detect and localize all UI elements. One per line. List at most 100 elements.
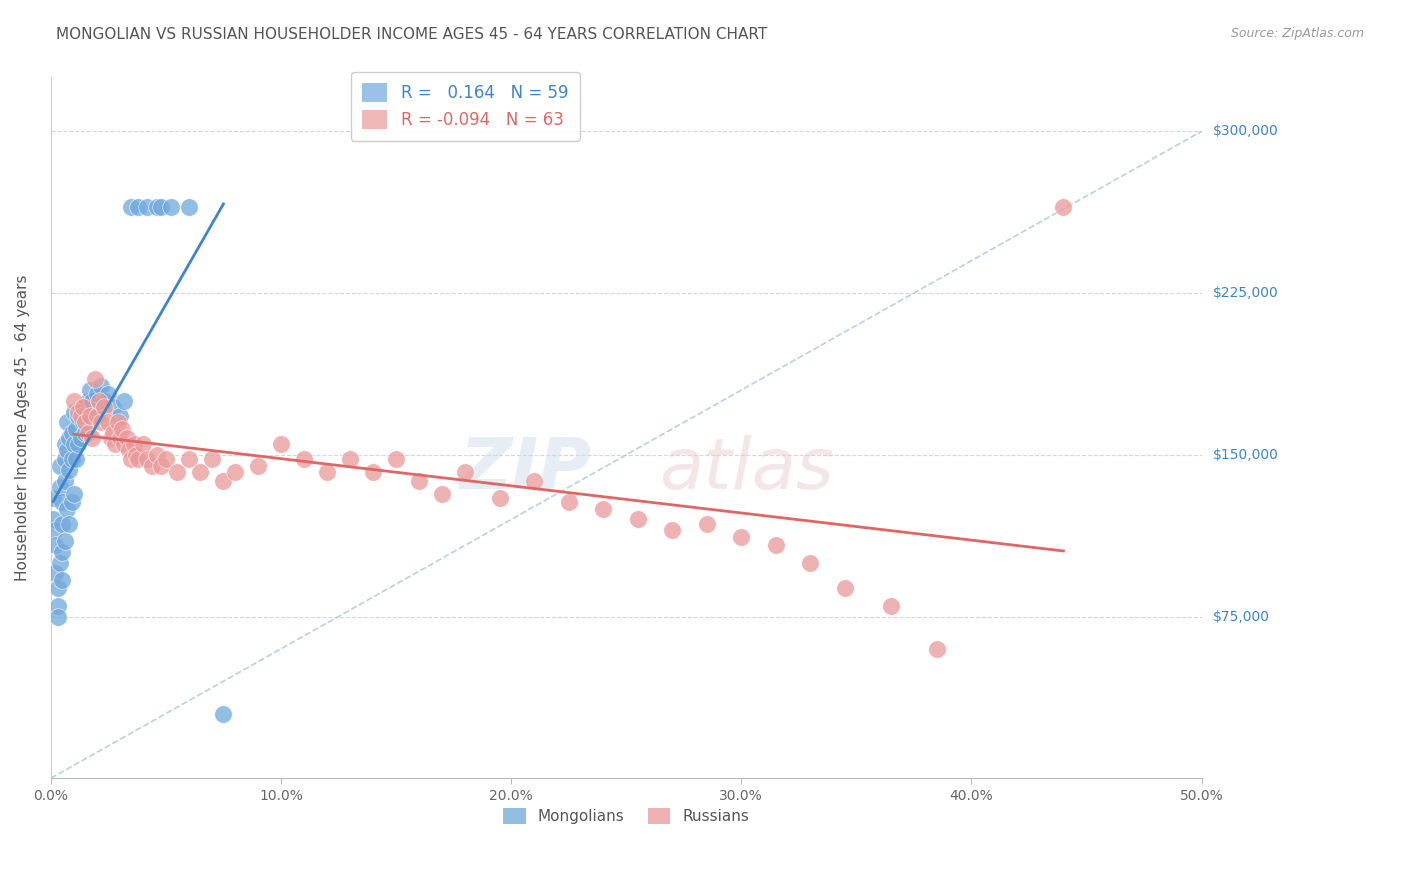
Point <box>925 641 948 656</box>
Point <box>361 465 384 479</box>
Point <box>89 393 111 408</box>
Point <box>53 452 76 467</box>
Point <box>114 393 136 408</box>
Point <box>661 523 683 537</box>
Point <box>339 452 361 467</box>
Point <box>56 501 79 516</box>
Point <box>799 556 821 570</box>
Point <box>127 200 149 214</box>
Text: Source: ZipAtlas.com: Source: ZipAtlas.com <box>1230 27 1364 40</box>
Point <box>97 387 120 401</box>
Point <box>107 416 129 430</box>
Point <box>67 409 90 423</box>
Point <box>523 474 546 488</box>
Point <box>72 416 94 430</box>
Point <box>42 491 65 505</box>
Point <box>880 599 903 613</box>
Point <box>63 437 86 451</box>
Point <box>65 452 87 467</box>
Point <box>316 465 339 479</box>
Point <box>141 458 163 473</box>
Point <box>49 556 72 570</box>
Point <box>46 609 69 624</box>
Point <box>270 437 292 451</box>
Point <box>159 200 181 214</box>
Point <box>190 465 212 479</box>
Point <box>488 491 510 505</box>
Legend: Mongolians, Russians: Mongolians, Russians <box>494 798 759 834</box>
Point <box>125 448 148 462</box>
Point <box>118 443 141 458</box>
Point <box>177 452 200 467</box>
Point <box>246 458 269 473</box>
Point <box>82 393 104 408</box>
Point <box>67 437 90 451</box>
Point <box>93 401 115 415</box>
Point <box>51 495 73 509</box>
Point <box>58 463 80 477</box>
Point <box>82 431 104 445</box>
Point <box>120 200 142 214</box>
Point <box>155 452 177 467</box>
Point <box>65 422 87 436</box>
Point <box>136 452 159 467</box>
Point <box>145 448 167 462</box>
Text: atlas: atlas <box>658 435 834 504</box>
Point <box>557 495 579 509</box>
Point <box>90 378 112 392</box>
Text: $150,000: $150,000 <box>1212 448 1278 462</box>
Point <box>60 452 83 467</box>
Point <box>63 486 86 500</box>
Point <box>834 582 856 596</box>
Point <box>42 512 65 526</box>
Point <box>51 545 73 559</box>
Point <box>136 200 159 214</box>
Point <box>69 409 91 423</box>
Point <box>56 416 79 430</box>
Point <box>145 200 167 214</box>
Point <box>75 416 97 430</box>
Point <box>114 437 136 451</box>
Point <box>115 431 138 445</box>
Point <box>76 426 98 441</box>
Point <box>454 465 477 479</box>
Point <box>44 566 66 581</box>
Point <box>177 200 200 214</box>
Point <box>60 495 83 509</box>
Point <box>53 437 76 451</box>
Point <box>63 405 86 419</box>
Point <box>150 200 173 214</box>
Point <box>83 372 105 386</box>
Text: $300,000: $300,000 <box>1212 124 1278 138</box>
Point <box>201 452 224 467</box>
Point <box>79 383 101 397</box>
Point <box>46 582 69 596</box>
Point <box>108 431 131 445</box>
Point <box>385 452 408 467</box>
Point <box>53 474 76 488</box>
Point <box>75 426 97 441</box>
Point <box>53 534 76 549</box>
Point <box>83 409 105 423</box>
Y-axis label: Householder Income Ages 45 - 64 years: Householder Income Ages 45 - 64 years <box>15 275 30 581</box>
Point <box>730 530 752 544</box>
Point <box>120 452 142 467</box>
Point <box>122 437 145 451</box>
Point <box>76 393 98 408</box>
Point <box>49 458 72 473</box>
Point <box>765 538 787 552</box>
Point <box>49 480 72 494</box>
Point <box>79 409 101 423</box>
Point <box>58 431 80 445</box>
Point <box>212 474 235 488</box>
Point <box>51 516 73 531</box>
Point <box>292 452 315 467</box>
Point <box>408 474 430 488</box>
Point <box>166 465 188 479</box>
Text: $75,000: $75,000 <box>1212 609 1270 624</box>
Point <box>58 516 80 531</box>
Text: MONGOLIAN VS RUSSIAN HOUSEHOLDER INCOME AGES 45 - 64 YEARS CORRELATION CHART: MONGOLIAN VS RUSSIAN HOUSEHOLDER INCOME … <box>56 27 768 42</box>
Point <box>69 405 91 419</box>
Point <box>111 422 134 436</box>
Point <box>132 437 155 451</box>
